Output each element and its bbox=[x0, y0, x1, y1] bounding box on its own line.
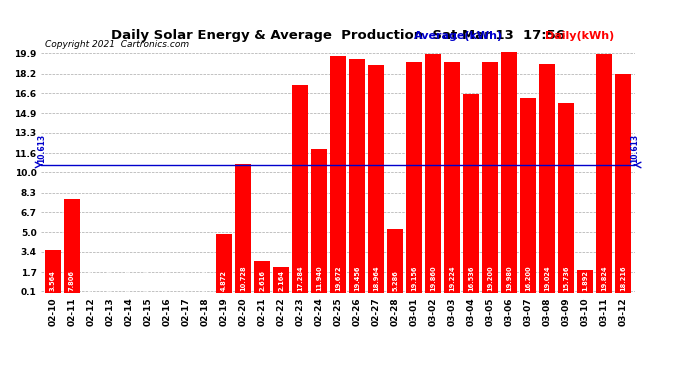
Bar bbox=[444, 62, 460, 292]
Text: 18.964: 18.964 bbox=[373, 266, 379, 291]
Title: Daily Solar Energy & Average  Production  Sat Mar 13  17:56: Daily Solar Energy & Average Production … bbox=[111, 30, 565, 42]
Text: 2.164: 2.164 bbox=[278, 270, 284, 291]
Text: Copyright 2021  Cartronics.com: Copyright 2021 Cartronics.com bbox=[45, 40, 189, 49]
Bar bbox=[292, 85, 308, 292]
Bar bbox=[63, 199, 80, 292]
Text: 19.860: 19.860 bbox=[430, 266, 436, 291]
Text: Daily(kWh): Daily(kWh) bbox=[545, 32, 614, 41]
Text: 4.872: 4.872 bbox=[221, 270, 227, 291]
Bar bbox=[558, 104, 574, 292]
Text: 10.613: 10.613 bbox=[630, 134, 639, 163]
Text: 0.000: 0.000 bbox=[202, 270, 208, 291]
Bar bbox=[615, 74, 631, 292]
Bar bbox=[387, 229, 403, 292]
Text: 16.536: 16.536 bbox=[469, 266, 474, 291]
Text: 17.284: 17.284 bbox=[297, 266, 303, 291]
Text: 2.616: 2.616 bbox=[259, 270, 265, 291]
Bar bbox=[254, 261, 270, 292]
Bar bbox=[406, 62, 422, 292]
Bar bbox=[578, 270, 593, 292]
Bar bbox=[311, 149, 327, 292]
Text: 11.940: 11.940 bbox=[316, 266, 322, 291]
Text: 19.156: 19.156 bbox=[411, 266, 417, 291]
Text: 0.000: 0.000 bbox=[126, 270, 132, 291]
Bar bbox=[349, 59, 365, 292]
Bar bbox=[216, 234, 232, 292]
Text: 0.000: 0.000 bbox=[88, 270, 94, 291]
Bar bbox=[45, 250, 61, 292]
Text: 19.200: 19.200 bbox=[487, 266, 493, 291]
Text: Average(kWh): Average(kWh) bbox=[414, 32, 503, 41]
Text: 16.200: 16.200 bbox=[525, 266, 531, 291]
Text: 19.024: 19.024 bbox=[544, 266, 551, 291]
Text: 3.564: 3.564 bbox=[50, 270, 56, 291]
Text: 19.224: 19.224 bbox=[449, 266, 455, 291]
Text: 7.806: 7.806 bbox=[69, 270, 75, 291]
Text: 0.000: 0.000 bbox=[107, 270, 113, 291]
Text: 0.000: 0.000 bbox=[145, 270, 151, 291]
Text: 10.728: 10.728 bbox=[240, 266, 246, 291]
Text: 19.980: 19.980 bbox=[506, 266, 512, 291]
Bar bbox=[539, 64, 555, 292]
Text: 19.456: 19.456 bbox=[354, 266, 360, 291]
Text: 10.613: 10.613 bbox=[37, 134, 46, 163]
Text: 1.892: 1.892 bbox=[582, 270, 589, 291]
Bar bbox=[330, 56, 346, 292]
Bar bbox=[482, 62, 498, 292]
Bar bbox=[273, 267, 289, 292]
Text: 19.824: 19.824 bbox=[602, 266, 607, 291]
Text: 0.000: 0.000 bbox=[183, 270, 189, 291]
Text: 0.000: 0.000 bbox=[164, 270, 170, 291]
Bar bbox=[368, 64, 384, 292]
Text: 19.672: 19.672 bbox=[335, 266, 341, 291]
Bar bbox=[501, 53, 518, 292]
Text: 18.216: 18.216 bbox=[620, 266, 627, 291]
Text: 15.736: 15.736 bbox=[563, 266, 569, 291]
Bar bbox=[520, 98, 536, 292]
Bar bbox=[463, 94, 480, 292]
Bar bbox=[596, 54, 613, 292]
Text: 5.286: 5.286 bbox=[392, 270, 398, 291]
Bar bbox=[425, 54, 442, 292]
Bar bbox=[235, 164, 251, 292]
